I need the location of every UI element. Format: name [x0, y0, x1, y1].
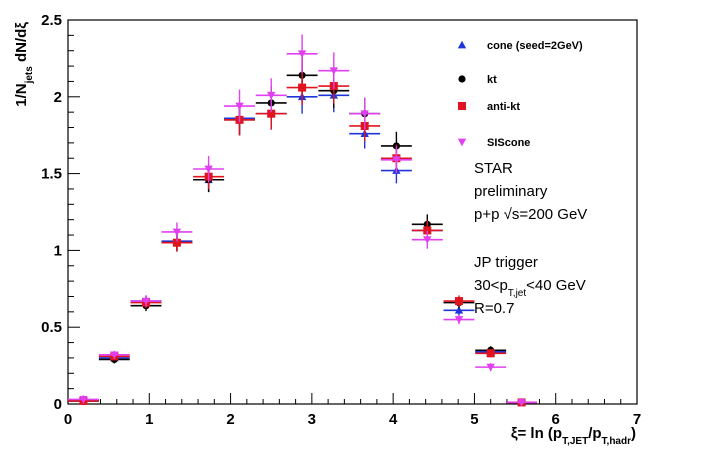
- x-tick-label: 1: [145, 411, 153, 428]
- annotation-radius: R=0.7: [474, 300, 514, 317]
- annotation-preliminary: preliminary: [474, 183, 548, 200]
- data-point: [517, 399, 526, 407]
- series-siscone: [68, 34, 538, 407]
- legend-label: cone (seed=2GeV): [487, 40, 583, 52]
- legend-label: kt: [487, 74, 497, 86]
- y-tick-label: 0.5: [41, 319, 62, 336]
- legend-marker: [458, 102, 466, 110]
- legend-marker: [458, 75, 466, 83]
- data-point: [141, 297, 151, 306]
- data-point: [486, 349, 495, 358]
- data-point: [297, 50, 307, 58]
- x-tick-label: 0: [64, 411, 72, 428]
- annotation-pt-range: 30<pT,jet<40 GeV: [474, 277, 586, 299]
- data-point: [172, 228, 182, 237]
- series-cone-seed-2gev-: [68, 78, 538, 407]
- data-point: [329, 67, 339, 75]
- annotation-trigger: JP trigger: [474, 254, 538, 271]
- plot-frame: [67, 19, 638, 405]
- data-point: [172, 238, 181, 247]
- y-axis-title: 1/Njets dN/dξ: [13, 22, 35, 107]
- data-point: [110, 351, 119, 360]
- x-tick-label: 5: [470, 411, 478, 428]
- x-tick-label: 3: [308, 411, 316, 428]
- data-point: [423, 226, 432, 235]
- y-tick-label: 2: [54, 89, 62, 106]
- data-point: [392, 156, 401, 164]
- x-tick-label: 2: [226, 411, 234, 428]
- y-tick-label: 0: [54, 396, 62, 413]
- y-tick-label: 1.5: [41, 166, 62, 183]
- y-tick-label: 2.5: [41, 12, 62, 29]
- legend-marker: [457, 40, 467, 49]
- data-point: [454, 297, 463, 306]
- series-anti-kt: [68, 68, 538, 407]
- data-point: [454, 316, 464, 324]
- data-point: [267, 91, 276, 100]
- data-point: [204, 165, 213, 174]
- data-point: [423, 236, 432, 244]
- annotation-block: STAR preliminary p+p √s=200 GeV JP trigg…: [474, 160, 587, 317]
- legend: cone (seed=2GeV) kt anti-kt SIScone: [457, 40, 583, 149]
- x-tick-label: 7: [633, 411, 641, 428]
- legend-label: SIScone: [487, 137, 530, 149]
- legend-marker: [457, 138, 467, 147]
- data-point: [486, 363, 495, 372]
- legend-label: anti-kt: [487, 101, 520, 113]
- data-point: [454, 306, 464, 314]
- data-series: [68, 34, 538, 407]
- annotation-star: STAR: [474, 160, 513, 177]
- x-tick-label: 6: [552, 411, 560, 428]
- data-point: [267, 109, 276, 118]
- y-tick-label: 1: [54, 242, 62, 259]
- x-axis-title: ξ= ln (pT,JET/pT,hadr): [511, 425, 636, 447]
- annotation-collision: p+p √s=200 GeV: [474, 206, 587, 223]
- data-point: [235, 102, 244, 111]
- x-tick-label: 4: [389, 411, 398, 428]
- data-point: [298, 83, 307, 92]
- data-point: [360, 110, 369, 118]
- data-point: [79, 396, 88, 404]
